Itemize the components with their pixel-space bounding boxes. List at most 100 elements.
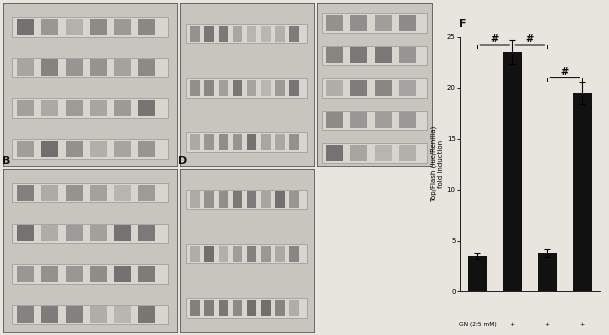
Bar — [17, 225, 34, 242]
Bar — [138, 100, 155, 116]
Bar — [233, 300, 242, 316]
Bar — [186, 244, 307, 263]
Bar — [90, 185, 107, 201]
Bar — [326, 15, 343, 31]
Bar — [233, 246, 242, 262]
Bar — [468, 256, 487, 291]
Bar — [247, 134, 256, 150]
Bar — [114, 225, 131, 242]
Bar — [12, 183, 168, 202]
Bar — [41, 59, 58, 76]
Bar — [186, 132, 307, 152]
Bar — [350, 112, 367, 128]
Bar — [247, 246, 256, 262]
Bar — [289, 25, 298, 42]
Text: B: B — [2, 156, 10, 166]
Bar — [138, 19, 155, 35]
Text: #: # — [561, 67, 569, 77]
Bar — [12, 223, 168, 243]
Bar — [326, 145, 343, 161]
Bar — [572, 93, 592, 291]
Bar — [261, 134, 270, 150]
Text: -: - — [476, 322, 479, 327]
Bar — [261, 191, 270, 208]
Bar — [17, 141, 34, 157]
Bar — [17, 185, 34, 201]
Bar — [323, 111, 426, 130]
Bar — [17, 307, 34, 323]
Bar — [326, 47, 343, 63]
Bar — [205, 80, 214, 96]
Bar — [114, 141, 131, 157]
Bar — [90, 307, 107, 323]
Text: D: D — [178, 156, 188, 166]
Bar — [17, 19, 34, 35]
Bar — [138, 225, 155, 242]
Bar — [114, 266, 131, 282]
Text: +: + — [544, 322, 550, 327]
Bar — [326, 80, 343, 96]
Bar — [12, 58, 168, 77]
Bar — [205, 300, 214, 316]
Bar — [233, 191, 242, 208]
Bar — [12, 264, 168, 284]
Bar — [191, 300, 200, 316]
Text: #: # — [491, 34, 499, 44]
Bar — [41, 307, 58, 323]
Bar — [399, 47, 416, 63]
Bar — [275, 25, 284, 42]
Bar — [375, 112, 392, 128]
Bar — [375, 47, 392, 63]
Bar — [90, 141, 107, 157]
Bar — [323, 46, 426, 65]
Bar — [66, 141, 83, 157]
Bar — [219, 25, 228, 42]
Bar — [399, 80, 416, 96]
Bar — [138, 266, 155, 282]
Bar — [41, 225, 58, 242]
Bar — [275, 134, 284, 150]
Bar — [114, 307, 131, 323]
Bar — [233, 25, 242, 42]
Bar — [275, 300, 284, 316]
Bar — [138, 141, 155, 157]
Bar — [261, 300, 270, 316]
Bar — [289, 134, 298, 150]
Bar — [323, 143, 426, 162]
Bar — [186, 24, 307, 44]
Bar — [375, 145, 392, 161]
Text: GN (2.5 mM): GN (2.5 mM) — [459, 322, 497, 327]
Bar — [247, 300, 256, 316]
Bar — [261, 80, 270, 96]
Bar — [12, 98, 168, 118]
Bar — [138, 185, 155, 201]
Bar — [399, 15, 416, 31]
Bar — [114, 19, 131, 35]
Bar — [289, 80, 298, 96]
Bar — [41, 185, 58, 201]
Bar — [350, 145, 367, 161]
Bar — [114, 100, 131, 116]
Bar — [191, 191, 200, 208]
Bar — [191, 25, 200, 42]
Bar — [12, 305, 168, 324]
Bar — [502, 52, 522, 291]
Bar — [66, 100, 83, 116]
Bar — [375, 80, 392, 96]
Bar — [233, 134, 242, 150]
Bar — [41, 100, 58, 116]
Bar — [219, 134, 228, 150]
Bar — [90, 59, 107, 76]
Bar — [247, 191, 256, 208]
Bar — [66, 307, 83, 323]
Bar — [66, 19, 83, 35]
Bar — [219, 246, 228, 262]
Bar — [138, 307, 155, 323]
Bar — [41, 19, 58, 35]
Bar — [205, 25, 214, 42]
Bar — [326, 112, 343, 128]
Bar — [41, 266, 58, 282]
Bar — [138, 59, 155, 76]
Bar — [247, 25, 256, 42]
Bar — [289, 191, 298, 208]
